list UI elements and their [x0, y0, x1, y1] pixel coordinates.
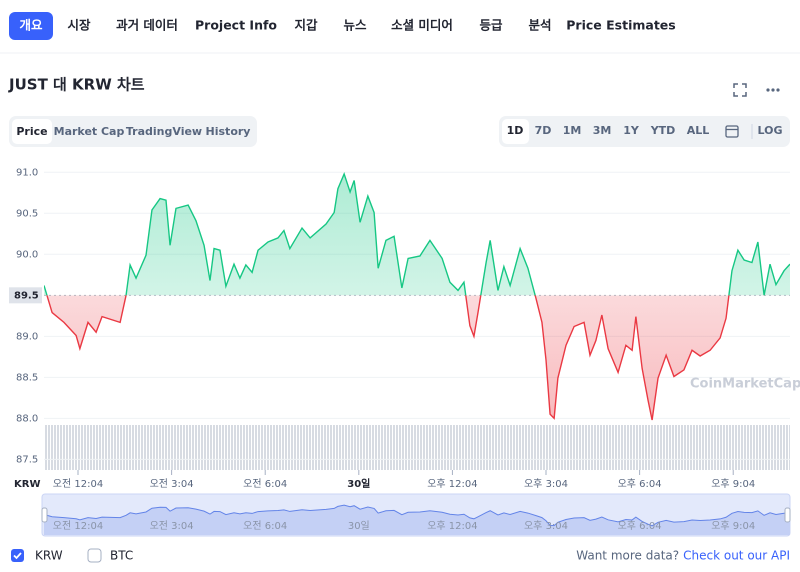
navigator-tick-label: 30일	[348, 520, 370, 532]
navigator-tick-label: 오후 3:04	[524, 520, 568, 532]
nav-tab[interactable]: 시장	[67, 18, 91, 33]
active-tab[interactable]	[9, 12, 53, 40]
checkbox-checked[interactable]	[11, 549, 24, 562]
navigator-handle[interactable]	[784, 507, 791, 523]
nav-tab[interactable]: Project Info	[195, 18, 277, 33]
check-mark	[13, 552, 22, 560]
y-tick-label: 88.0	[16, 413, 38, 424]
area-down	[46, 295, 729, 420]
x-tick-label: 30일	[347, 477, 370, 490]
range[interactable]: 1Y	[623, 124, 640, 137]
line-up	[44, 171, 790, 296]
api-link[interactable]: Check out our API	[683, 549, 790, 563]
navigator-tick-label: 오후 12:04	[427, 520, 477, 532]
toggle-group	[9, 116, 257, 147]
navigator-line	[43, 504, 791, 527]
x-tick-label: 오전 12:04	[53, 478, 103, 490]
calendar-icon[interactable]	[725, 125, 739, 138]
watermark: CoinMarketCap	[690, 377, 800, 392]
nav-tab[interactable]: 개요	[19, 18, 43, 33]
area-up	[44, 173, 790, 296]
line-down	[46, 295, 765, 421]
navigator-tick-label: 오전 3:04	[150, 520, 194, 532]
x-tick-label: 오후 6:04	[618, 478, 662, 490]
y-tick-label: 90.0	[16, 249, 38, 260]
x-axis-label: KRW	[14, 479, 40, 490]
active-range[interactable]	[502, 119, 529, 144]
range[interactable]: 1M	[563, 124, 582, 137]
range[interactable]: 7D	[535, 124, 552, 137]
nav-tab[interactable]: 과거 데이터	[116, 18, 178, 33]
nav-tab[interactable]: 뉴스	[343, 18, 367, 33]
range[interactable]: 1D	[507, 124, 524, 137]
y-tick-label: 87.5	[16, 454, 38, 465]
y-tick-label: 90.5	[16, 208, 38, 219]
more-data-prompt: Want more data?	[576, 549, 679, 563]
x-tick-label: 오후 12:04	[427, 478, 477, 490]
currency-label: KRW	[35, 549, 63, 563]
more-icon[interactable]	[766, 88, 780, 92]
y-tick-label: 88.5	[16, 372, 38, 383]
baseline-label: 89.5	[14, 290, 39, 301]
x-tick-label: 오전 3:04	[150, 478, 194, 490]
currency-label: BTC	[110, 549, 133, 563]
x-tick-label: 오후 9:04	[711, 478, 755, 490]
volume-bars	[44, 425, 790, 470]
range[interactable]: 3M	[593, 124, 612, 137]
range[interactable]: YTD	[650, 124, 676, 137]
nav-tab[interactable]: 등급	[479, 18, 503, 33]
range[interactable]: ALL	[687, 124, 710, 137]
toggle[interactable]: TradingView	[126, 125, 202, 138]
nav-tab[interactable]: 소셜 미디어	[391, 18, 453, 33]
x-tick-label: 오전 6:04	[243, 478, 287, 490]
navigator-area	[44, 505, 790, 535]
checkbox[interactable]	[87, 548, 102, 563]
nav-tab[interactable]: 분석	[528, 18, 551, 33]
toggle[interactable]: Price	[16, 125, 47, 138]
x-tick-label: 오후 3:04	[524, 478, 568, 490]
baseline-label-bg	[9, 287, 42, 304]
navigator-tick-label: 오전 6:04	[243, 520, 287, 532]
expand-icon[interactable]	[733, 83, 747, 97]
navigator-handle[interactable]	[41, 507, 48, 523]
navigator-tick-label: 오후 6:04	[618, 520, 662, 532]
toggle[interactable]: History	[206, 125, 251, 138]
log-button[interactable]: LOG	[758, 124, 783, 137]
nav-tab[interactable]: Price Estimates	[566, 18, 675, 33]
chart-title: JUST 대 KRW 차트	[8, 76, 145, 94]
navigator-tick-label: 오전 12:04	[53, 520, 103, 532]
nav-tab[interactable]: 지갑	[294, 18, 318, 33]
navigator-tick-label: 오후 9:04	[711, 520, 755, 532]
active-toggle[interactable]	[12, 119, 52, 144]
y-tick-label: 89.0	[16, 331, 38, 342]
range-group	[499, 116, 790, 147]
toggle[interactable]: Market Cap	[54, 125, 125, 138]
y-tick-label: 91.0	[16, 167, 38, 178]
